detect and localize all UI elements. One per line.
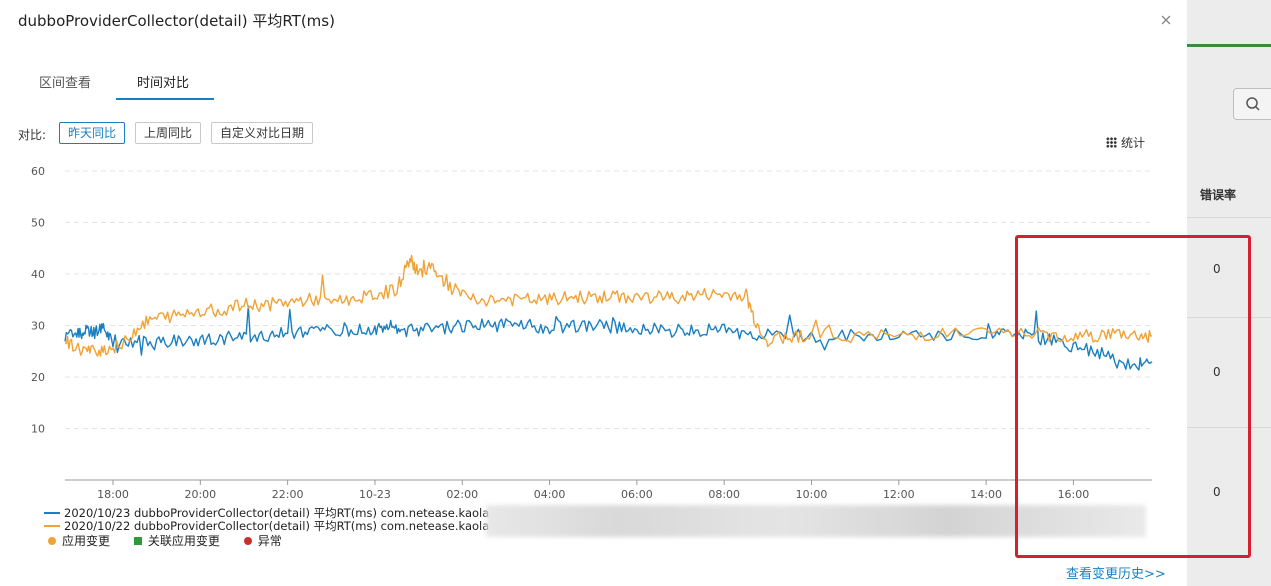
rt-line-chart: 60 50 40 30 20 10 18:00 20:00 22:00 10-23 02:00 04:…	[31, 165, 1153, 501]
compare-label: 对比:	[18, 128, 47, 142]
x-tick-label: 04:00	[534, 488, 566, 501]
error-rate-value: 0	[1213, 262, 1221, 276]
legend-line-icon	[44, 525, 60, 527]
background-divider	[1187, 217, 1271, 218]
square-icon	[133, 537, 142, 545]
close-icon[interactable]	[1158, 12, 1174, 28]
compare-custom-date-button[interactable]: 自定义对比日期	[211, 122, 313, 144]
x-tick-label: 16:00	[1058, 488, 1090, 501]
background-accent-bar	[1187, 44, 1271, 47]
y-tick-label: 40	[31, 268, 45, 281]
circle-icon	[48, 537, 56, 545]
legend-app-change-label: 应用变更	[62, 534, 111, 548]
series-line-1023	[64, 305, 1153, 371]
modal-title: dubboProviderCollector(detail) 平均RT(ms)	[18, 12, 335, 30]
compare-last-week-button[interactable]: 上周同比	[135, 122, 201, 144]
stats-button[interactable]: 统计	[1106, 134, 1145, 151]
x-tick-label: 12:00	[883, 488, 915, 501]
legend-exception-label: 异常	[257, 534, 282, 548]
y-tick-label: 10	[31, 423, 45, 436]
x-tick-label: 02:00	[446, 488, 478, 501]
legend-related-app-change[interactable]: 关联应用变更	[133, 532, 220, 549]
background-divider	[1187, 427, 1271, 428]
x-tick-label: 10:00	[796, 488, 828, 501]
legend-series-1[interactable]: 2020/10/23 dubboProviderCollector(detail…	[44, 505, 489, 521]
series-line-1022	[65, 254, 1153, 357]
x-tick-label: 20:00	[184, 488, 216, 501]
active-tab-indicator	[116, 98, 214, 100]
legend-series-2-label: 2020/10/22 dubboProviderCollector(detail…	[64, 519, 490, 533]
legend-series-1-label: 2020/10/23 dubboProviderCollector(detail…	[64, 506, 490, 520]
legend-exception[interactable]: 异常	[243, 532, 282, 549]
x-tick-label: 14:00	[970, 488, 1002, 501]
compare-yesterday-button[interactable]: 昨天同比	[59, 122, 125, 144]
tab-time-compare[interactable]: 时间对比	[137, 76, 190, 91]
legend-markers: 应用变更 关联应用变更 异常	[48, 532, 302, 549]
error-rate-value: 0	[1213, 485, 1221, 499]
redacted-text	[486, 505, 1146, 537]
legend-series-2[interactable]: 2020/10/22 dubboProviderCollector(detail…	[44, 518, 489, 534]
error-rate-value: 0	[1213, 365, 1221, 379]
legend-app-change[interactable]: 应用变更	[48, 532, 110, 549]
y-tick-label: 20	[31, 371, 45, 384]
y-tick-label: 50	[31, 217, 45, 230]
stats-label: 统计	[1121, 136, 1146, 150]
x-tick-label: 18:00	[97, 488, 129, 501]
background-divider	[1187, 317, 1271, 318]
x-tick-label: 10-23	[359, 488, 391, 501]
x-tick-label: 06:00	[621, 488, 653, 501]
circle-icon	[243, 537, 252, 545]
y-tick-label: 60	[31, 165, 45, 178]
highlight-annotation-box	[1015, 235, 1251, 558]
view-change-history-link[interactable]: 查看变更历史>>	[1066, 567, 1166, 582]
tab-range-view[interactable]: 区间查看	[39, 76, 92, 91]
search-icon	[1246, 97, 1260, 111]
error-rate-header: 错误率	[1200, 188, 1237, 202]
background-search-button[interactable]	[1233, 88, 1271, 120]
legend-related-app-change-label: 关联应用变更	[147, 534, 220, 548]
grid-icon	[1106, 137, 1117, 148]
y-tick-label: 30	[31, 320, 45, 333]
legend-line-icon	[44, 512, 60, 514]
x-tick-label: 08:00	[708, 488, 740, 501]
x-tick-label: 22:00	[272, 488, 304, 501]
chart-modal: dubboProviderCollector(detail) 平均RT(ms) …	[0, 0, 1187, 586]
